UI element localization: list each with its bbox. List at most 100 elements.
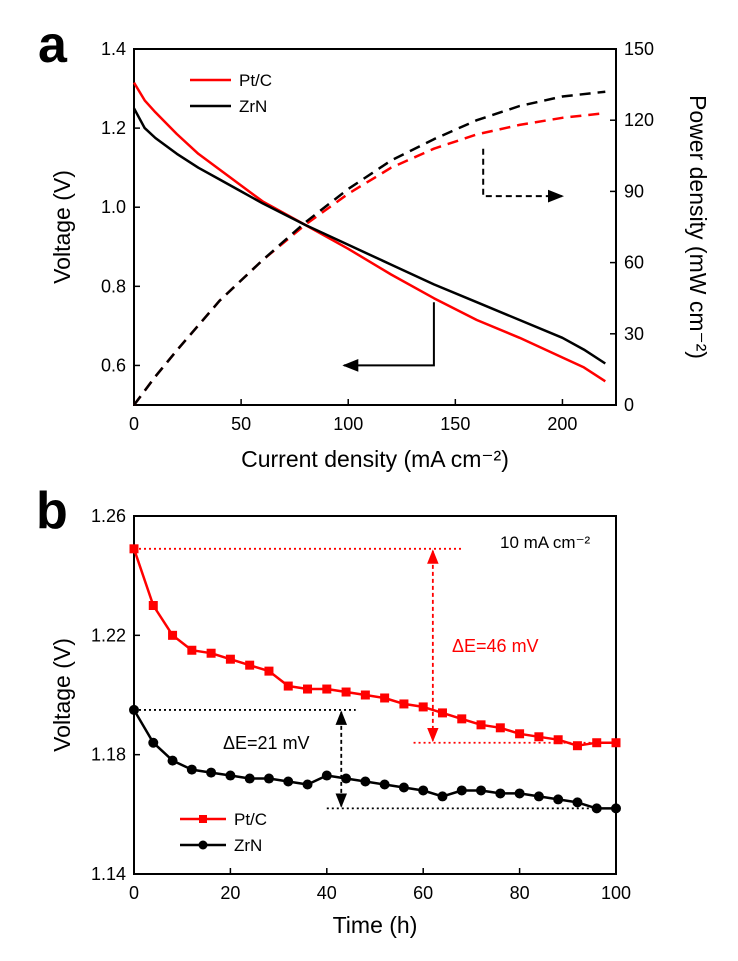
a-y2-tick-label: 90: [624, 181, 644, 201]
b-point-ptc: [592, 738, 602, 748]
b-point-ptc: [534, 732, 544, 742]
a-y-tick-label: 1.4: [101, 39, 126, 59]
b-point-zrn: [591, 803, 602, 814]
b-point-ptc: [341, 687, 351, 697]
legend-label-ptc-b: Pt/C: [234, 810, 267, 829]
b-series-zrn-line: [132, 709, 616, 810]
panel-b-y-axis-label: Voltage (V): [49, 638, 75, 752]
a-series-ptc-voltage: [132, 81, 606, 383]
a-x-tick-label: 0: [129, 414, 139, 434]
a-y2-tick-label: 120: [624, 110, 654, 130]
b-y-tick-label: 1.14: [91, 864, 126, 884]
panel-a-letter: a: [38, 16, 68, 74]
b-series-ptc-line: [132, 548, 616, 747]
b-y-tick-label: 1.18: [91, 745, 126, 765]
panel-a-series: [132, 81, 606, 406]
b-point-ptc: [283, 681, 293, 691]
b-point-zrn: [398, 782, 409, 793]
panel-b-annotations: [134, 547, 616, 810]
a-series-zrn-power: [133, 90, 606, 406]
legend-label-ptc-a: Pt/C: [239, 71, 272, 90]
panel-a-plot-frame: [133, 48, 617, 406]
panel-a-y-ticks: 0.6 0.8 1.0 1.2 1.4: [101, 39, 140, 375]
a-x-tick-label: 100: [333, 414, 363, 434]
b-point-zrn: [225, 770, 236, 781]
b-point-ptc: [515, 729, 525, 739]
a-x-tick-label: 200: [547, 414, 577, 434]
panel-b-plot-frame: [133, 515, 617, 875]
a-y-tick-label: 1.0: [101, 197, 126, 217]
a-y2-tick-label: 30: [624, 324, 644, 344]
panel-b-legend: Pt/C ZrN: [180, 810, 267, 855]
b-point-zrn: [186, 764, 197, 775]
b-point-ptc: [572, 741, 582, 751]
legend-marker-zrn-b: [198, 840, 208, 850]
panel-a-legend: Pt/C ZrN: [190, 71, 272, 116]
b-point-ptc: [380, 693, 390, 703]
a-y2-tick-label: 60: [624, 253, 644, 273]
b-point-zrn: [456, 785, 467, 796]
b-point-zrn: [167, 755, 178, 766]
b-point-zrn: [514, 788, 525, 799]
legend-marker-ptc-b: [199, 815, 207, 823]
a-y-tick-label: 1.2: [101, 118, 126, 138]
b-point-zrn: [129, 704, 139, 715]
b-x-tick-label: 60: [413, 883, 433, 903]
right-axis-arrow: [482, 148, 565, 203]
b-point-zrn: [379, 779, 390, 790]
b-point-zrn: [263, 773, 274, 784]
legend-label-zrn-b: ZrN: [234, 836, 262, 855]
b-point-ptc: [264, 666, 274, 676]
b-point-ptc: [168, 630, 178, 640]
b-point-zrn: [148, 737, 159, 748]
b-point-ptc: [303, 684, 313, 694]
b-point-ptc: [148, 601, 158, 610]
a-y-tick-label: 0.6: [101, 355, 126, 375]
b-point-zrn: [611, 803, 621, 814]
b-point-zrn: [283, 776, 294, 787]
a-y-tick-label: 0.8: [101, 276, 126, 296]
b-point-zrn: [553, 794, 564, 805]
panel-b-x-axis-label: Time (h): [333, 912, 418, 938]
legend-label-zrn-a: ZrN: [239, 97, 267, 116]
panel-a-arrows: [342, 148, 565, 372]
panel-a: a 0 50 100 150 200 0.6 0.8 1.0 1.2 1.4 0 30 60 90 12…: [38, 16, 711, 472]
panel-b-series: [129, 544, 621, 814]
b-point-ptc: [457, 714, 467, 724]
b-point-ptc: [611, 738, 621, 748]
b-point-ptc: [495, 723, 505, 733]
b-point-zrn: [437, 791, 448, 802]
panel-a-y2-axis-label: Power density (mW cm⁻²): [685, 95, 711, 359]
b-point-ptc: [187, 645, 197, 655]
b-x-tick-label: 80: [510, 883, 530, 903]
b-point-zrn: [321, 770, 332, 781]
b-point-ptc: [225, 654, 235, 664]
b-point-zrn: [418, 785, 429, 796]
panel-b-letter: b: [36, 482, 68, 540]
panel-a-x-ticks: 0 50 100 150 200: [129, 399, 577, 434]
b-y-tick-label: 1.22: [91, 625, 126, 645]
delta-e-ptc-label: ΔE=46 mV: [452, 636, 539, 656]
panel-b-x-ticks: 0 20 40 60 80 100: [129, 868, 631, 903]
b-point-zrn: [476, 785, 487, 796]
left-axis-arrow: [342, 302, 435, 372]
b-point-ptc: [476, 720, 486, 730]
panel-b: b 0 20 40 60 80 100 1.14 1.18 1.22 1.26 Time (h)…: [36, 482, 631, 938]
b-point-zrn: [341, 773, 352, 784]
delta-e-zrn-label: ΔE=21 mV: [223, 733, 310, 753]
b-point-zrn: [360, 776, 371, 787]
b-point-ptc: [245, 660, 255, 670]
a-y2-tick-label: 150: [624, 39, 654, 59]
b-point-zrn: [244, 773, 255, 784]
panel-b-y-ticks: 1.14 1.18 1.22 1.26: [91, 506, 140, 884]
a-y2-tick-label: 0: [624, 395, 634, 415]
b-point-zrn: [302, 779, 313, 790]
b-point-zrn: [206, 767, 217, 778]
b-point-ptc: [418, 702, 428, 712]
a-series-ptc-power: [133, 111, 606, 406]
a-series-zrn-voltage: [132, 107, 606, 365]
b-point-ptc: [437, 708, 447, 718]
panel-b-condition-label: 10 mA cm⁻²: [500, 533, 591, 552]
b-point-ptc: [129, 544, 139, 554]
